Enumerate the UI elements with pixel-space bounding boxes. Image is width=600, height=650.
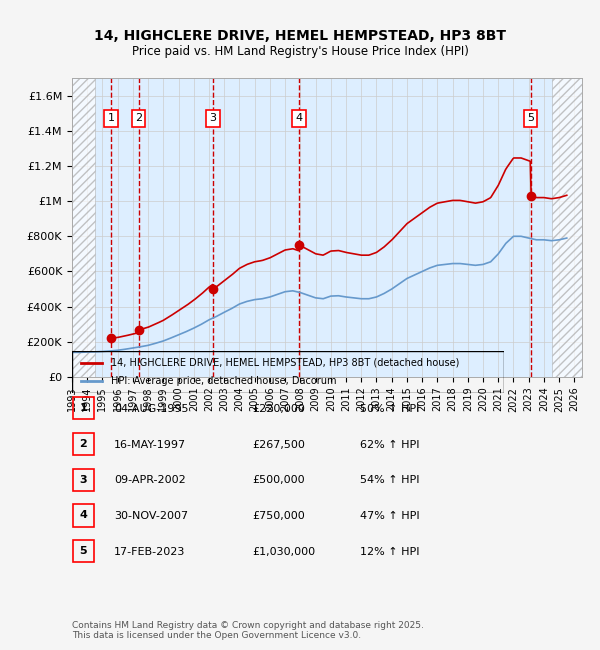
Text: 09-APR-2002: 09-APR-2002	[114, 475, 186, 486]
Text: 62% ↑ HPI: 62% ↑ HPI	[360, 439, 419, 450]
Text: £1,030,000: £1,030,000	[252, 547, 315, 557]
Text: 5: 5	[527, 113, 534, 124]
Text: £220,000: £220,000	[252, 404, 305, 414]
Text: 3: 3	[209, 113, 217, 124]
Text: 1: 1	[108, 113, 115, 124]
Text: 12% ↑ HPI: 12% ↑ HPI	[360, 547, 419, 557]
Text: 5: 5	[80, 546, 87, 556]
Text: Price paid vs. HM Land Registry's House Price Index (HPI): Price paid vs. HM Land Registry's House …	[131, 46, 469, 58]
Text: 4: 4	[295, 113, 302, 124]
Text: 30-NOV-2007: 30-NOV-2007	[114, 511, 188, 521]
Text: £267,500: £267,500	[252, 439, 305, 450]
Text: Contains HM Land Registry data © Crown copyright and database right 2025.
This d: Contains HM Land Registry data © Crown c…	[72, 621, 424, 640]
Text: £500,000: £500,000	[252, 475, 305, 486]
Text: 1: 1	[80, 403, 87, 413]
Text: 14, HIGHCLERE DRIVE, HEMEL HEMPSTEAD, HP3 8BT: 14, HIGHCLERE DRIVE, HEMEL HEMPSTEAD, HP…	[94, 29, 506, 43]
Text: 4: 4	[79, 510, 88, 521]
Bar	[551, 78, 582, 377]
Text: HPI: Average price, detached house, Dacorum: HPI: Average price, detached house, Daco…	[111, 376, 337, 386]
Text: 2: 2	[80, 439, 87, 449]
Text: 3: 3	[80, 474, 87, 485]
Text: 16-MAY-1997: 16-MAY-1997	[114, 439, 186, 450]
Text: 17-FEB-2023: 17-FEB-2023	[114, 547, 185, 557]
Text: 14, HIGHCLERE DRIVE, HEMEL HEMPSTEAD, HP3 8BT (detached house): 14, HIGHCLERE DRIVE, HEMEL HEMPSTEAD, HP…	[111, 358, 459, 368]
Text: 47% ↑ HPI: 47% ↑ HPI	[360, 511, 419, 521]
Text: 04-AUG-1995: 04-AUG-1995	[114, 404, 188, 414]
Text: 50% ↑ HPI: 50% ↑ HPI	[360, 404, 419, 414]
Text: 54% ↑ HPI: 54% ↑ HPI	[360, 475, 419, 486]
Text: £750,000: £750,000	[252, 511, 305, 521]
Text: 2: 2	[135, 113, 142, 124]
Bar	[72, 78, 95, 377]
